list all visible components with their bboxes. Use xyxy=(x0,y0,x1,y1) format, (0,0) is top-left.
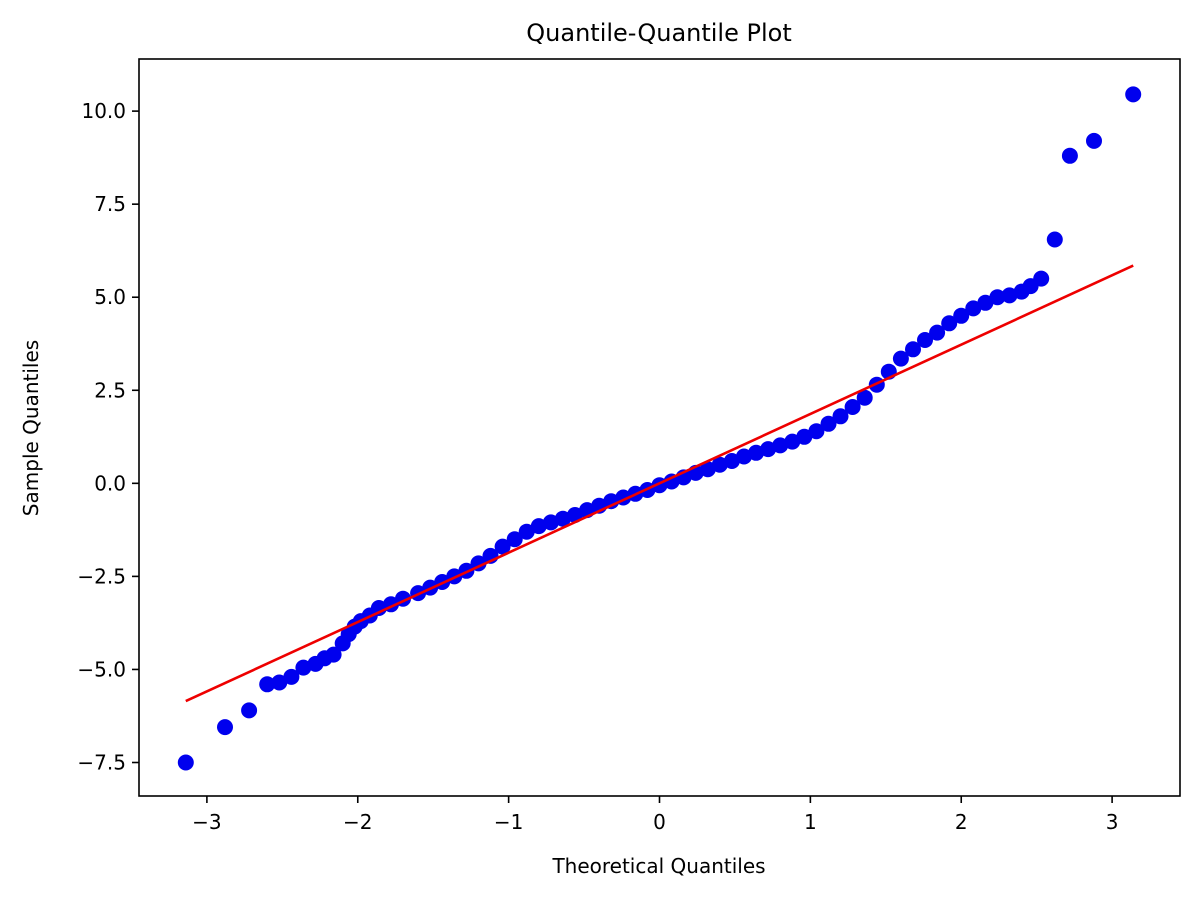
data-point xyxy=(259,676,276,693)
data-point xyxy=(796,428,813,445)
x-tick-label: 3 xyxy=(1106,810,1119,834)
y-tick-label: −5.0 xyxy=(77,657,126,681)
data-point xyxy=(760,441,777,458)
data-point xyxy=(554,510,571,527)
data-point xyxy=(1125,86,1142,103)
data-point xyxy=(989,289,1006,306)
data-point xyxy=(1001,287,1018,304)
data-point xyxy=(832,408,849,425)
data-point xyxy=(663,473,680,490)
y-tick-label: 5.0 xyxy=(94,285,126,309)
x-tick-label: 0 xyxy=(653,810,666,834)
data-point xyxy=(929,324,946,341)
y-axis-label: Sample Quantiles xyxy=(19,340,43,516)
data-point xyxy=(1086,132,1102,149)
x-tick-label: −3 xyxy=(192,810,221,834)
data-point xyxy=(699,461,716,478)
data-point xyxy=(748,444,765,461)
y-tick-label: 0.0 xyxy=(94,471,126,495)
x-axis-label: Theoretical Quantiles xyxy=(551,854,765,878)
data-point xyxy=(736,448,752,465)
data-point xyxy=(530,518,547,535)
data-point xyxy=(772,437,789,454)
data-point xyxy=(808,423,825,440)
x-tick-label: −1 xyxy=(494,810,523,834)
data-point xyxy=(941,315,958,332)
data-point xyxy=(494,538,511,555)
data-point xyxy=(177,754,194,771)
data-point xyxy=(965,300,982,317)
plot-frame xyxy=(138,58,1181,797)
data-point xyxy=(892,350,909,367)
data-point xyxy=(711,456,728,473)
data-point xyxy=(370,600,387,616)
y-tick-label: −2.5 xyxy=(77,564,126,588)
data-point xyxy=(917,332,933,348)
data-point xyxy=(295,659,312,676)
data-point xyxy=(241,702,258,719)
chart-title: Quantile-Quantile Plot xyxy=(526,19,791,47)
data-point xyxy=(518,523,535,540)
data-point xyxy=(1033,270,1050,287)
reference-line xyxy=(185,264,1134,703)
x-axis: −3 −2 −1 0 1 2 3 xyxy=(192,796,1118,834)
data-point xyxy=(953,307,970,324)
data-point xyxy=(820,415,837,432)
data-point xyxy=(1046,231,1063,248)
data-point xyxy=(844,399,861,415)
data-point xyxy=(603,493,620,510)
y-tick-label: 7.5 xyxy=(94,192,126,216)
y-axis: −7.5 −5.0 −2.5 0.0 2.5 5.0 7.5 10.0 xyxy=(77,99,139,775)
data-point xyxy=(723,453,740,469)
x-tick-label: 2 xyxy=(955,810,968,834)
data-point xyxy=(283,668,300,685)
data-point xyxy=(325,646,342,663)
y-tick-label: −7.5 xyxy=(77,751,126,775)
x-tick-label: −2 xyxy=(343,810,372,834)
data-point xyxy=(905,341,921,358)
plot-area xyxy=(177,86,1142,771)
data-point xyxy=(977,294,994,311)
y-tick-label: 10.0 xyxy=(81,99,126,123)
data-point xyxy=(217,719,233,736)
data-point xyxy=(542,514,559,531)
data-point xyxy=(506,531,523,548)
data-point xyxy=(784,433,801,450)
data-point xyxy=(1061,147,1078,164)
x-tick-label: 1 xyxy=(804,810,817,834)
data-point xyxy=(856,389,873,406)
data-point xyxy=(271,674,288,691)
y-tick-label: 2.5 xyxy=(94,378,126,402)
